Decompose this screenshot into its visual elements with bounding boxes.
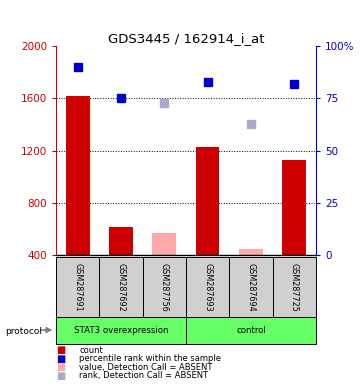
- Text: STAT3 overexpression: STAT3 overexpression: [74, 326, 168, 335]
- Bar: [196, 147, 219, 255]
- Bar: [186, 257, 229, 317]
- Text: ■: ■: [56, 362, 65, 372]
- Bar: [109, 227, 133, 255]
- Text: GSM287693: GSM287693: [203, 263, 212, 311]
- Bar: [56, 257, 99, 317]
- Text: value, Detection Call = ABSENT: value, Detection Call = ABSENT: [79, 362, 213, 372]
- Text: count: count: [79, 346, 103, 355]
- Text: GSM287756: GSM287756: [160, 263, 169, 311]
- Bar: [143, 257, 186, 317]
- Title: GDS3445 / 162914_i_at: GDS3445 / 162914_i_at: [108, 32, 264, 45]
- Text: GSM287692: GSM287692: [117, 263, 125, 311]
- Bar: [66, 96, 90, 255]
- Text: control: control: [236, 326, 266, 335]
- Text: protocol: protocol: [5, 326, 42, 336]
- Bar: [56, 317, 186, 344]
- Bar: [239, 249, 263, 255]
- Text: ■: ■: [56, 345, 65, 355]
- Text: ■: ■: [56, 354, 65, 364]
- Bar: [282, 160, 306, 255]
- Text: ■: ■: [56, 371, 65, 381]
- Text: GSM287694: GSM287694: [247, 263, 255, 311]
- Text: percentile rank within the sample: percentile rank within the sample: [79, 354, 221, 363]
- Text: rank, Detection Call = ABSENT: rank, Detection Call = ABSENT: [79, 371, 209, 380]
- Text: GSM287691: GSM287691: [73, 263, 82, 311]
- Bar: [99, 257, 143, 317]
- Text: GSM287725: GSM287725: [290, 263, 299, 311]
- Bar: [273, 257, 316, 317]
- Bar: [229, 257, 273, 317]
- Bar: [186, 317, 316, 344]
- Bar: [152, 233, 176, 255]
